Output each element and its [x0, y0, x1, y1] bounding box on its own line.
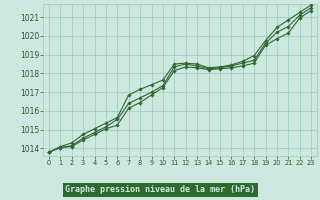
Text: Graphe pression niveau de la mer (hPa): Graphe pression niveau de la mer (hPa)	[65, 185, 255, 194]
